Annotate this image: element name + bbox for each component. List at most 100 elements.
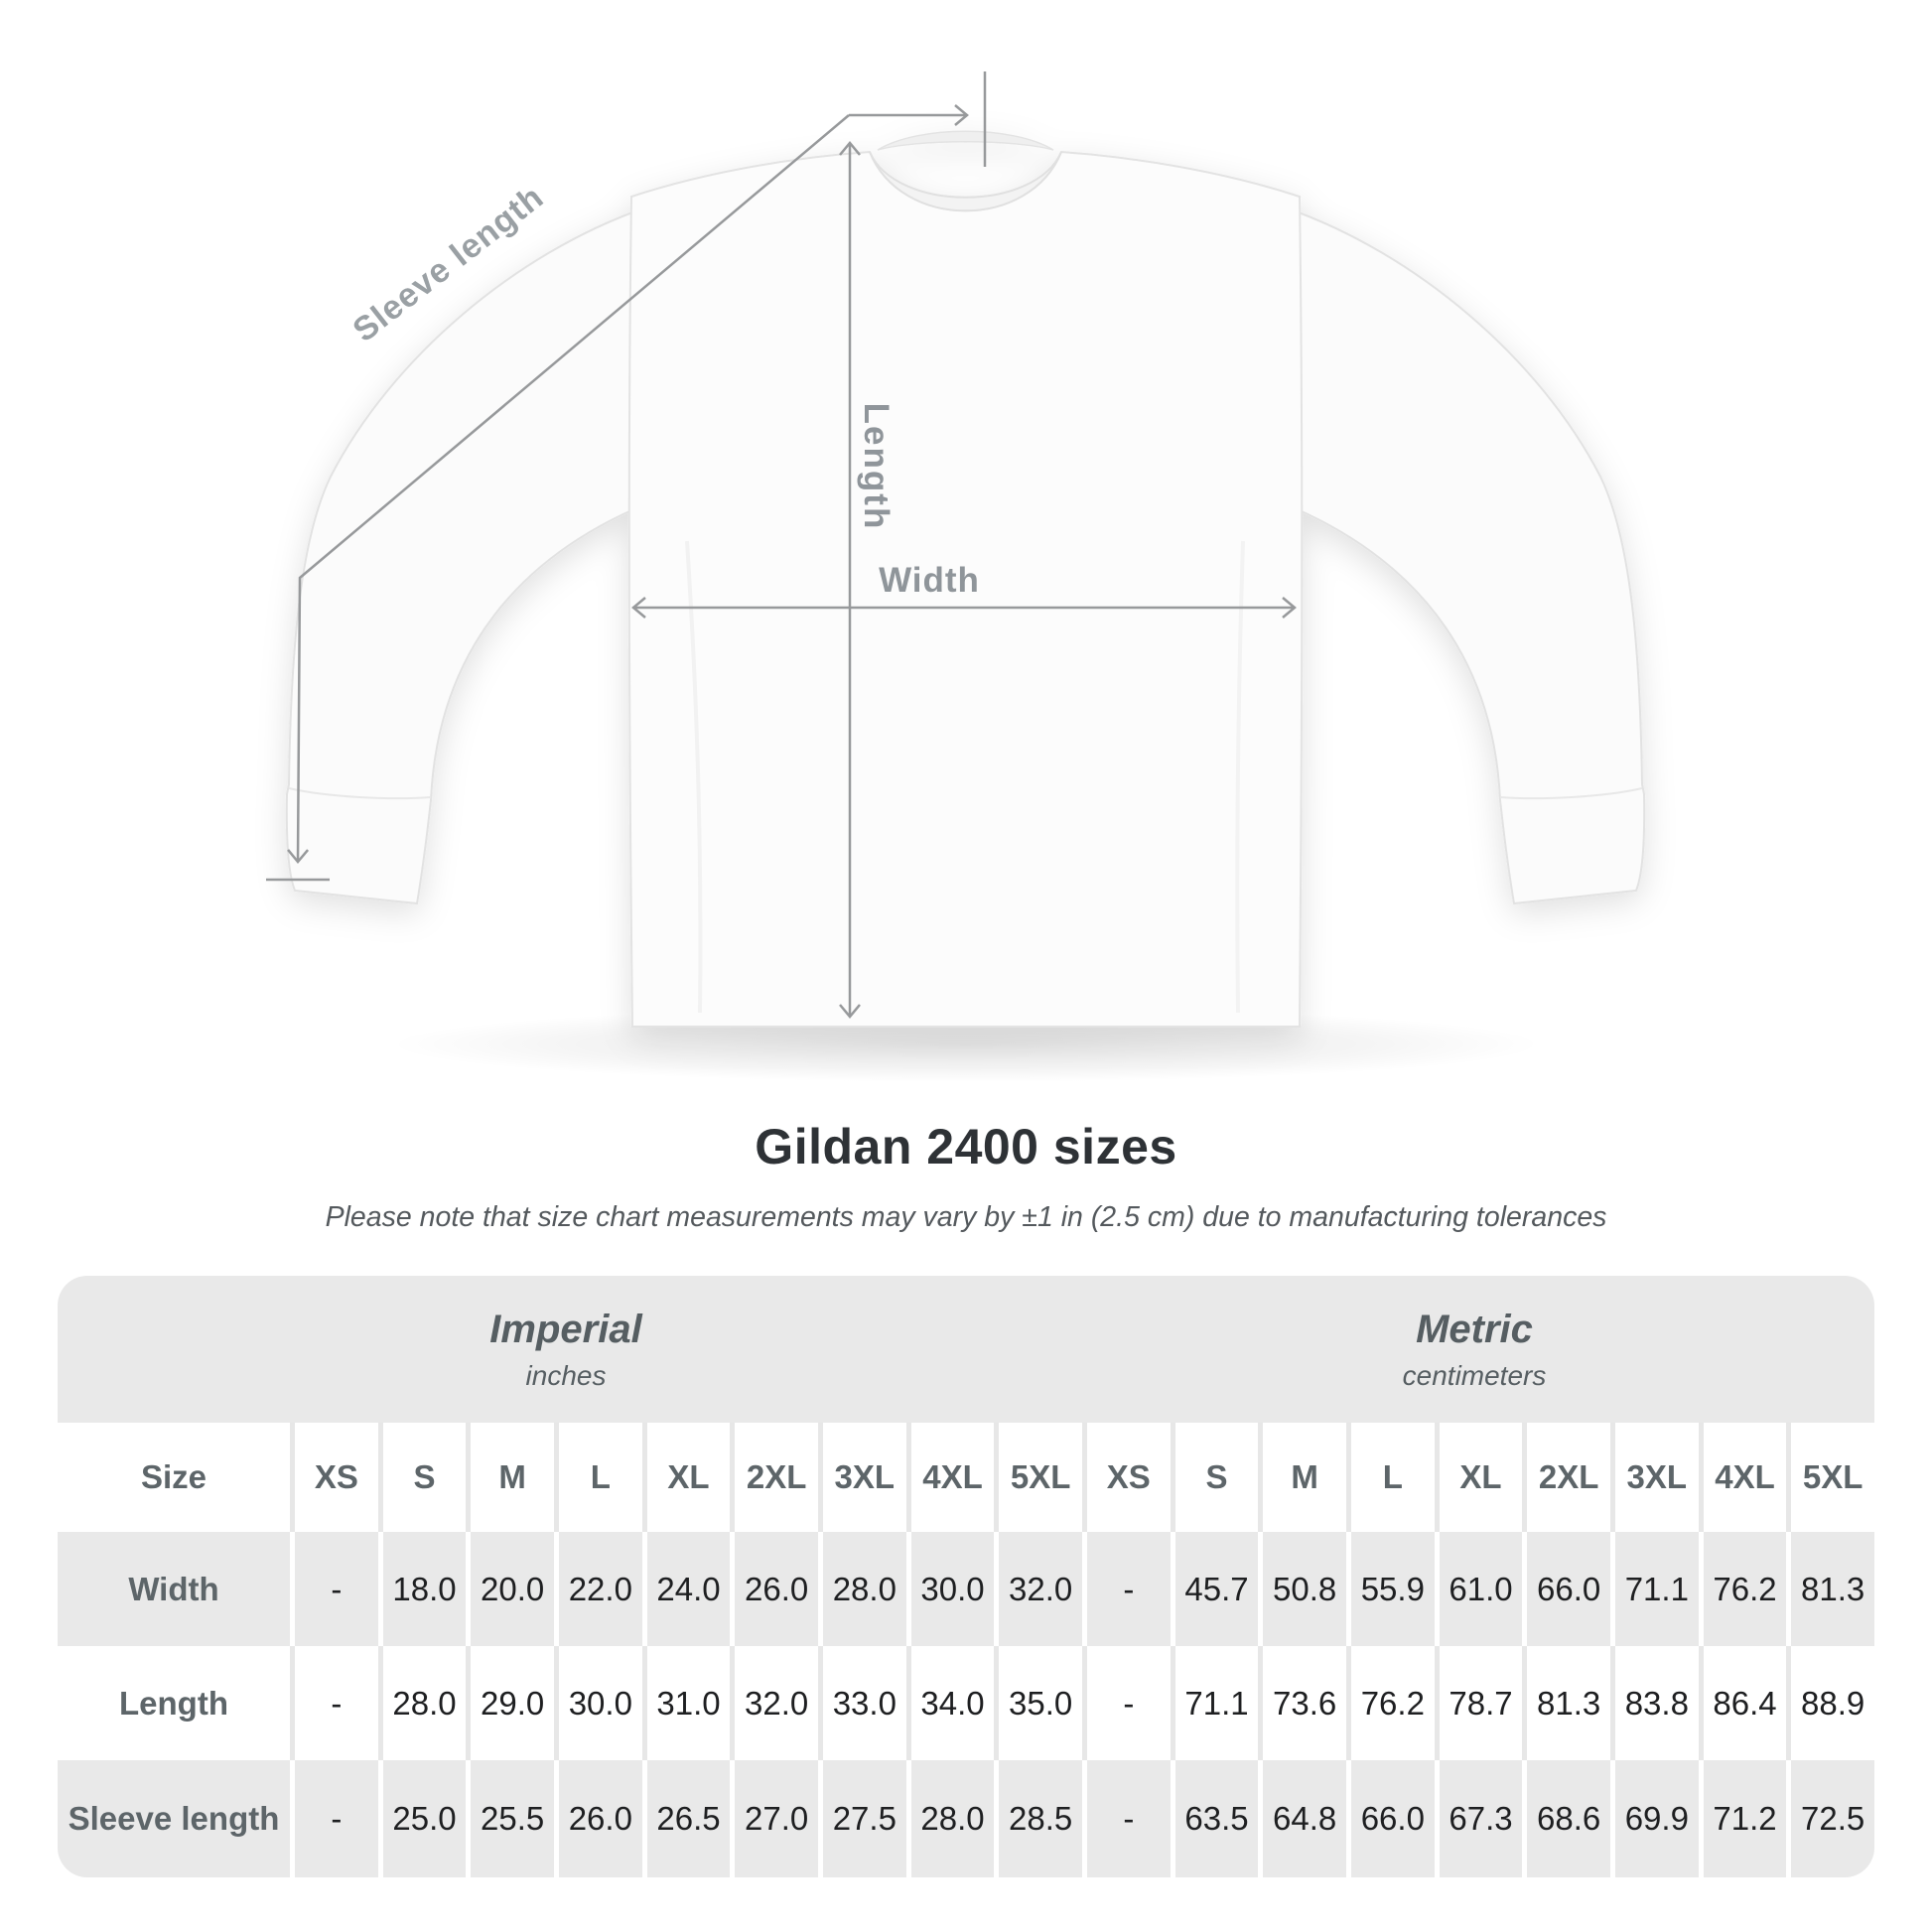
table-cell: 81.3 [1522, 1646, 1610, 1760]
table-cell: 66.0 [1345, 1760, 1435, 1877]
table-cell: 32.0 [730, 1646, 818, 1760]
table-cell: 22.0 [553, 1532, 642, 1646]
metric-header: Metric centimeters [1074, 1276, 1874, 1423]
table-cell: 73.6 [1258, 1646, 1346, 1760]
table-cell: - [1081, 1532, 1171, 1646]
table-cell: - [290, 1760, 378, 1877]
imperial-unit: inches [525, 1359, 607, 1391]
column-header: XL [1434, 1423, 1523, 1532]
column-header: 5XL [1786, 1423, 1874, 1532]
shirt-collar-band [869, 151, 1062, 212]
column-header: 4XL [905, 1423, 995, 1532]
column-header: 4XL [1698, 1423, 1787, 1532]
table-cell: 71.1 [1170, 1646, 1259, 1760]
table-cell: 34.0 [905, 1646, 995, 1760]
shirt-back-collar [877, 130, 1054, 151]
table-cell: 18.0 [377, 1532, 467, 1646]
table-cell: 69.9 [1609, 1760, 1699, 1877]
table-cell: 25.0 [377, 1760, 467, 1877]
tolerance-note: Please note that size chart measurements… [325, 1201, 1607, 1233]
table-cell: - [1081, 1760, 1171, 1877]
page-title: Gildan 2400 sizes [755, 1119, 1177, 1174]
table-cell: 66.0 [1522, 1532, 1610, 1646]
table-cell: - [290, 1646, 378, 1760]
table-cell: 61.0 [1434, 1532, 1523, 1646]
size-grid: Size XS S M L XL 2XL 3XL 4XL 5XL XS S M L XL 2XL 3XL 4XL 5… [58, 1423, 1874, 1877]
table-cell: 71.2 [1698, 1760, 1787, 1877]
table-cell: 88.9 [1786, 1646, 1874, 1760]
column-header: 3XL [817, 1423, 906, 1532]
metric-title: Metric [1416, 1307, 1533, 1351]
table-cell: 68.6 [1522, 1760, 1610, 1877]
shirt [285, 130, 1646, 1028]
table-cell: 26.0 [730, 1532, 818, 1646]
width-label: Width [879, 561, 980, 600]
table-cell: - [290, 1532, 378, 1646]
table-cell: 30.0 [553, 1646, 642, 1760]
table-cell: 81.3 [1786, 1532, 1874, 1646]
size-table: Imperial inches Metric centimeters Size X… [58, 1276, 1874, 1877]
column-header: 3XL [1609, 1423, 1699, 1532]
imperial-title: Imperial [489, 1307, 642, 1351]
shirt-right-sleeve [1284, 207, 1646, 905]
table-cell: 25.5 [466, 1760, 554, 1877]
shirt-left-sleeve [285, 207, 647, 905]
table-cell: 26.5 [641, 1760, 731, 1877]
column-header: S [377, 1423, 467, 1532]
table-cell: 76.2 [1345, 1646, 1435, 1760]
row-label: Length [58, 1646, 290, 1760]
table-cell: 28.5 [994, 1760, 1082, 1877]
row-label: Sleeve length [58, 1760, 290, 1877]
column-header: M [1258, 1423, 1346, 1532]
column-header: 2XL [1522, 1423, 1610, 1532]
shirt-right-cuff-seam [1499, 787, 1643, 800]
table-cell: 83.8 [1609, 1646, 1699, 1760]
table-cell: 27.5 [817, 1760, 906, 1877]
table-cell: 24.0 [641, 1532, 731, 1646]
column-header: L [553, 1423, 642, 1532]
table-cell: 30.0 [905, 1532, 995, 1646]
table-cell: 63.5 [1170, 1760, 1259, 1877]
column-header: S [1170, 1423, 1259, 1532]
unit-band: Imperial inches Metric centimeters [58, 1276, 1874, 1423]
column-header: XS [1081, 1423, 1171, 1532]
table-cell: 78.7 [1434, 1646, 1523, 1760]
column-header: 2XL [730, 1423, 818, 1532]
column-header: M [466, 1423, 554, 1532]
column-header: XL [641, 1423, 731, 1532]
column-header: 5XL [994, 1423, 1082, 1532]
length-label: Length [857, 402, 896, 531]
table-cell: 76.2 [1698, 1532, 1787, 1646]
table-cell: 55.9 [1345, 1532, 1435, 1646]
shirt-illustration [266, 71, 1646, 1082]
table-cell: 72.5 [1786, 1760, 1874, 1877]
imperial-header: Imperial inches [58, 1276, 1074, 1423]
table-cell: 32.0 [994, 1532, 1082, 1646]
metric-unit: centimeters [1402, 1359, 1547, 1391]
table-cell: 26.0 [553, 1760, 642, 1877]
table-cell: 28.0 [817, 1532, 906, 1646]
size-column-header: Size [58, 1423, 290, 1532]
table-cell: 28.0 [905, 1760, 995, 1877]
column-header: XS [290, 1423, 378, 1532]
table-cell: 45.7 [1170, 1532, 1259, 1646]
table-cell: 31.0 [641, 1646, 731, 1760]
table-cell: 29.0 [466, 1646, 554, 1760]
table-cell: - [1081, 1646, 1171, 1760]
table-cell: 50.8 [1258, 1532, 1346, 1646]
table-cell: 64.8 [1258, 1760, 1346, 1877]
shirt-left-cuff-seam [288, 787, 432, 800]
table-cell: 67.3 [1434, 1760, 1523, 1877]
table-cell: 27.0 [730, 1760, 818, 1877]
table-cell: 28.0 [377, 1646, 467, 1760]
table-cell: 35.0 [994, 1646, 1082, 1760]
sleeve-length-arrow [266, 71, 987, 882]
table-cell: 71.1 [1609, 1532, 1699, 1646]
table-cell: 86.4 [1698, 1646, 1787, 1760]
row-label: Width [58, 1532, 290, 1646]
table-cell: 20.0 [466, 1532, 554, 1646]
column-header: L [1345, 1423, 1435, 1532]
table-cell: 33.0 [817, 1646, 906, 1760]
shirt-measurement-diagram: Sleeve length Length Width [266, 71, 1646, 1082]
